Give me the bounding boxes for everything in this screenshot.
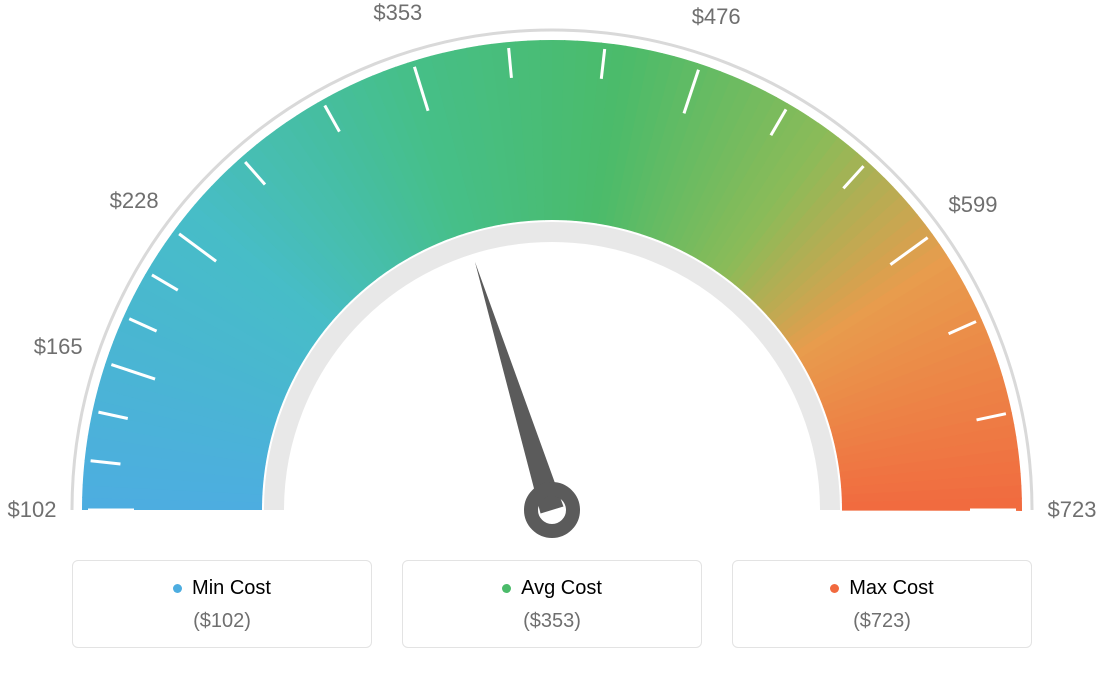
needle (475, 262, 564, 514)
dot-icon (830, 584, 839, 593)
legend-title-min: Min Cost (173, 577, 271, 600)
tick-label: $599 (949, 192, 998, 218)
legend-card-max: Max Cost ($723) (732, 560, 1032, 648)
dot-icon (173, 584, 182, 593)
tick-label: $228 (110, 188, 159, 214)
legend-value: ($723) (743, 610, 1021, 633)
tick-label: $723 (1048, 497, 1097, 523)
legend-label: Max Cost (849, 577, 933, 600)
tick-label: $102 (8, 497, 57, 523)
dot-icon (502, 584, 511, 593)
tick-label: $353 (373, 0, 422, 26)
legend-value: ($353) (413, 610, 691, 633)
gauge-svg (0, 0, 1104, 560)
legend-card-avg: Avg Cost ($353) (402, 560, 702, 648)
legend-title-avg: Avg Cost (502, 577, 602, 600)
legend-title-max: Max Cost (830, 577, 933, 600)
legend-row: Min Cost ($102) Avg Cost ($353) Max Cost… (0, 560, 1104, 648)
tick-label: $165 (34, 334, 83, 360)
color-band (82, 40, 1022, 511)
legend-value: ($102) (83, 610, 361, 633)
gauge-container: $102 $165 $228 $353 $476 $599 $723 (0, 0, 1104, 560)
legend-label: Avg Cost (521, 577, 602, 600)
tick-label: $476 (692, 4, 741, 30)
legend-card-min: Min Cost ($102) (72, 560, 372, 648)
legend-label: Min Cost (192, 577, 271, 600)
